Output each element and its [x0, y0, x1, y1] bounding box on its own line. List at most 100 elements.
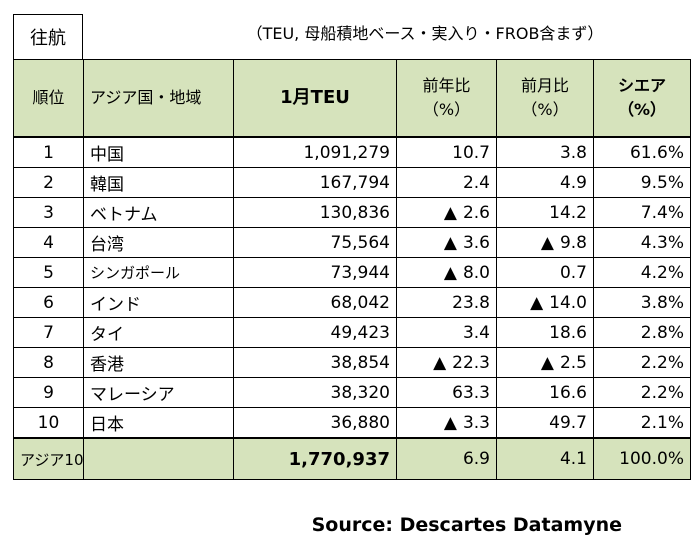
rank-cell: 8	[13, 347, 84, 378]
mom-cell-value: 9.8	[559, 232, 587, 253]
header-yoy: 前年比 （%）	[396, 59, 497, 138]
yoy-cell-value: 2.4	[462, 172, 490, 193]
yoy-cell: 23.8	[396, 287, 497, 318]
table-row: 6 インド 68,042 23.8 ▲ 14.0 3.8%	[13, 287, 691, 318]
teu-cell: 75,564	[233, 227, 397, 258]
share-cell: 2.8%	[593, 317, 691, 348]
table-row: 7 タイ 49,423 3.4 18.6 2.8%	[13, 317, 691, 348]
mom-cell: 3.8	[496, 136, 594, 168]
table-row: 1 中国 1,091,279 10.7 3.8 61.6%	[13, 136, 691, 168]
share-cell: 4.3%	[593, 227, 691, 258]
yoy-cell-value: 23.8	[452, 292, 490, 313]
mom-cell: 14.2	[496, 197, 594, 228]
teu-cell: 49,423	[233, 317, 397, 348]
rank-cell: 9	[13, 377, 84, 408]
teu-cell: 73,944	[233, 257, 397, 288]
rank-cell: 7	[13, 317, 84, 348]
mom-cell-value: 16.6	[549, 382, 587, 403]
mom-cell-value: 2.5	[559, 352, 587, 373]
share-cell: 2.2%	[593, 377, 691, 408]
header-row: 順位 アジア国・地域 1月TEU 前年比 （%） 前月比 （%） シエア （%）	[13, 59, 691, 138]
unit-note: （TEU, 母船積地ベース・実入り・FROB含まず）	[246, 24, 604, 43]
yoy-cell-value: 3.6	[462, 232, 490, 253]
table-row: 4 台湾 75,564 ▲ 3.6 ▲ 9.8 4.3%	[13, 227, 691, 258]
yoy-cell-value: 3.4	[462, 322, 490, 343]
header-share: シエア （%）	[593, 59, 691, 138]
rank-cell: 1	[13, 136, 84, 168]
share-cell: 2.1%	[593, 407, 691, 438]
teu-cell: 68,042	[233, 287, 397, 318]
mom-cell: ▲ 9.8	[496, 227, 594, 258]
region-cell: ベトナム	[83, 197, 234, 228]
yoy-cell: ▲ 2.6	[396, 197, 497, 228]
header-region: アジア国・地域	[83, 59, 234, 138]
share-cell: 7.4%	[593, 197, 691, 228]
yoy-cell-value: 8.0	[462, 262, 490, 283]
teu-cell: 36,880	[233, 407, 397, 438]
table-row: 10 日本 36,880 ▲ 3.3 49.7 2.1%	[13, 407, 691, 438]
total-mom: 4.1	[496, 437, 594, 480]
mom-cell: 0.7	[496, 257, 594, 288]
yoy-cell: ▲ 8.0	[396, 257, 497, 288]
negative-triangle-icon: ▲	[443, 412, 457, 433]
region-cell: 台湾	[83, 227, 234, 258]
table-row: 5 シンガポール 73,944 ▲ 8.0 0.7 4.2%	[13, 257, 691, 288]
region-cell: インド	[83, 287, 234, 318]
teu-cell: 1,091,279	[233, 136, 397, 168]
yoy-cell-value: 63.3	[452, 382, 490, 403]
mom-cell: 49.7	[496, 407, 594, 438]
region-cell: 中国	[83, 136, 234, 168]
header-mom: 前月比 （%）	[496, 59, 594, 138]
region-cell: マレーシア	[83, 377, 234, 408]
table-row: 9 マレーシア 38,320 63.3 16.6 2.2%	[13, 377, 691, 408]
yoy-cell: ▲ 3.6	[396, 227, 497, 258]
region-cell: 韓国	[83, 167, 234, 198]
yoy-cell: ▲ 3.3	[396, 407, 497, 438]
total-spacer	[83, 437, 234, 480]
negative-triangle-icon: ▲	[443, 202, 457, 223]
table-row: 8 香港 38,854 ▲ 22.3 ▲ 2.5 2.2%	[13, 347, 691, 378]
mom-cell-value: 3.8	[559, 142, 587, 163]
direction-tag: 往航	[13, 14, 83, 59]
table-row: 2 韓国 167,794 2.4 4.9 9.5%	[13, 167, 691, 198]
share-cell: 61.6%	[593, 136, 691, 168]
header-rank: 順位	[13, 59, 84, 138]
share-cell: 2.2%	[593, 347, 691, 378]
region-cell: 日本	[83, 407, 234, 438]
negative-triangle-icon: ▲	[443, 262, 457, 283]
teu-cell: 167,794	[233, 167, 397, 198]
mom-cell: 4.9	[496, 167, 594, 198]
negative-triangle-icon: ▲	[433, 352, 447, 373]
teu-cell: 130,836	[233, 197, 397, 228]
source-credit: Source: Descartes Datamyne	[311, 514, 622, 536]
total-label: アジア10ヵ国・地域発合計	[13, 437, 84, 480]
mom-cell: 18.6	[496, 317, 594, 348]
mom-cell: ▲ 14.0	[496, 287, 594, 318]
mom-cell-value: 0.7	[559, 262, 587, 283]
mom-cell-value: 4.9	[559, 172, 587, 193]
teu-cell: 38,320	[233, 377, 397, 408]
yoy-cell: 2.4	[396, 167, 497, 198]
share-cell: 4.2%	[593, 257, 691, 288]
region-cell: シンガポール	[83, 257, 234, 288]
rank-cell: 5	[13, 257, 84, 288]
header-teu: 1月TEU	[233, 59, 397, 138]
total-share: 100.0%	[593, 437, 691, 480]
yoy-cell-value: 22.3	[452, 352, 490, 373]
yoy-cell: ▲ 22.3	[396, 347, 497, 378]
total-row: アジア10ヵ国・地域発合計 1,770,937 6.9 4.1 100.0%	[13, 437, 691, 480]
negative-triangle-icon: ▲	[540, 352, 554, 373]
total-yoy: 6.9	[396, 437, 497, 480]
yoy-cell: 3.4	[396, 317, 497, 348]
share-cell: 9.5%	[593, 167, 691, 198]
yoy-cell-value: 10.7	[452, 142, 490, 163]
direction-label: 往航	[30, 28, 66, 49]
mom-cell: ▲ 2.5	[496, 347, 594, 378]
table-row: 3 ベトナム 130,836 ▲ 2.6 14.2 7.4%	[13, 197, 691, 228]
yoy-cell: 10.7	[396, 136, 497, 168]
total-teu: 1,770,937	[233, 437, 397, 480]
rank-cell: 4	[13, 227, 84, 258]
yoy-cell-value: 3.3	[462, 412, 490, 433]
mom-cell-value: 14.2	[549, 202, 587, 223]
rank-cell: 6	[13, 287, 84, 318]
